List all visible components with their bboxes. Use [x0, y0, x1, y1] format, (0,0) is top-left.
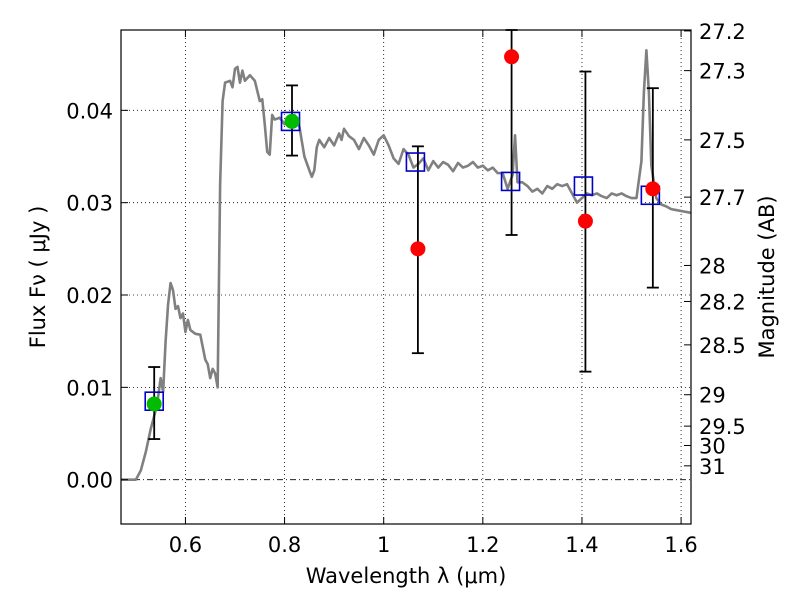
- magnitude-tick-label: 27.7: [699, 186, 746, 210]
- magnitude-tick-label: 28: [699, 254, 726, 278]
- y-axis-label: Flux Fν ( μJy ): [26, 206, 50, 349]
- tick-layer: 0.6 0.8 1 1.2 1.4 1.6 0.00 0.01 0.02 0.03 0.04 27.2…: [66, 20, 746, 557]
- magnitude-tick-label: 31: [699, 455, 726, 479]
- magnitude-tick-label: 27.5: [699, 129, 746, 153]
- magnitude-tick-label: 27.3: [699, 60, 746, 84]
- x-tick-label: 1: [377, 533, 390, 557]
- detection-point: [284, 113, 300, 129]
- plot-frame: [120, 29, 692, 525]
- magnitude-tick-label: 27.2: [699, 20, 746, 44]
- model-flux-square: [405, 152, 426, 172]
- y-tick-label: 0.02: [66, 284, 113, 308]
- x-tick-label: 0.8: [268, 533, 301, 557]
- x-tick-label: 0.6: [169, 533, 202, 557]
- magnitude-tick-label: 30: [699, 435, 726, 459]
- data-layer: [121, 29, 692, 481]
- model-flux-square: [500, 171, 521, 192]
- magnitude-tick-label: 28.5: [699, 334, 746, 358]
- x-axis-label: Wavelength λ (μm): [306, 564, 507, 588]
- non-detection-point: [645, 181, 661, 197]
- y-tick-label: 0.03: [66, 192, 113, 216]
- non-detection-point: [504, 49, 520, 65]
- y-tick-label: 0.01: [66, 376, 113, 400]
- model-flux-square: [573, 176, 594, 196]
- magnitude-tick-label: 29: [699, 384, 726, 408]
- magnitude-tick-label: 28.2: [699, 290, 746, 314]
- grid: [121, 30, 691, 524]
- y-tick-label: 0.00: [66, 469, 113, 493]
- x-tick-label: 1.4: [565, 533, 598, 557]
- y-tick-label: 0.04: [66, 99, 113, 123]
- non-detection-point: [577, 213, 593, 229]
- model-sed-line: [121, 49, 692, 481]
- x-tick-label: 1.2: [466, 533, 499, 557]
- x-tick-label: 1.6: [664, 533, 697, 557]
- detection-point: [146, 396, 162, 412]
- model-flux-square: [280, 111, 301, 132]
- right-axis-label: Magnitude (AB): [755, 195, 779, 358]
- magnitude-tick-label: 29.5: [699, 415, 746, 439]
- non-detection-point: [410, 241, 426, 257]
